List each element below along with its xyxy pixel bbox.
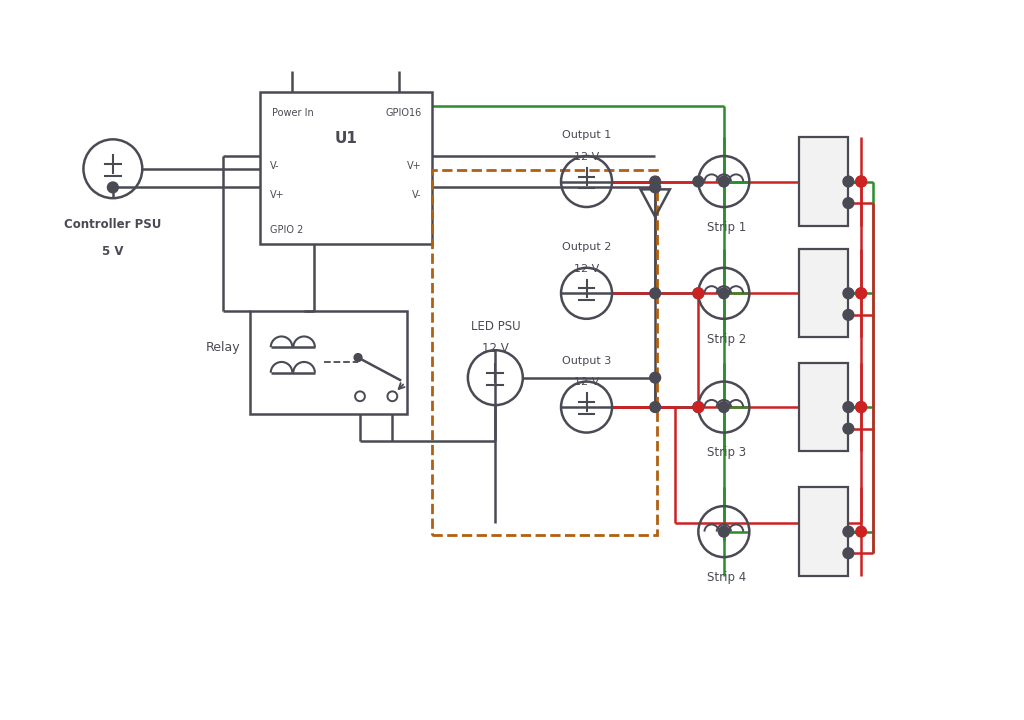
Circle shape [856,526,866,537]
Circle shape [856,402,866,413]
Circle shape [719,526,729,537]
Text: Controller PSU: Controller PSU [65,217,162,231]
Text: Output 2: Output 2 [562,242,611,252]
Circle shape [719,402,729,413]
Circle shape [693,402,703,413]
Circle shape [843,198,854,209]
Circle shape [650,372,660,383]
Circle shape [843,176,854,187]
Text: 12 V: 12 V [573,377,599,387]
Circle shape [856,288,866,299]
Text: Strip 2: Strip 2 [708,333,746,346]
FancyBboxPatch shape [800,249,848,338]
Text: LED PSU: LED PSU [470,320,520,333]
FancyBboxPatch shape [800,487,848,576]
Circle shape [856,176,866,187]
Circle shape [693,288,703,299]
Circle shape [693,288,703,299]
Text: Strip 1: Strip 1 [708,221,746,234]
Text: 12 V: 12 V [482,342,509,355]
Text: 12 V: 12 V [573,152,599,162]
Circle shape [650,402,660,413]
Text: Output 1: Output 1 [562,130,611,140]
Circle shape [856,402,866,413]
Text: V+: V+ [408,161,422,171]
Text: Output 3: Output 3 [562,356,611,366]
Circle shape [693,402,703,413]
FancyBboxPatch shape [800,138,848,225]
Circle shape [650,182,660,193]
Text: 12 V: 12 V [573,264,599,274]
Circle shape [650,288,660,299]
Circle shape [719,288,729,299]
Circle shape [650,176,660,187]
Text: V-: V- [269,161,280,171]
Text: GPIO16: GPIO16 [385,108,422,118]
Circle shape [354,354,361,361]
Circle shape [843,310,854,320]
Text: Strip 4: Strip 4 [708,571,746,584]
Circle shape [843,423,854,434]
Text: U1: U1 [334,132,357,146]
Text: V-: V- [413,190,422,200]
Text: Strip 3: Strip 3 [708,446,746,459]
FancyBboxPatch shape [800,363,848,451]
Circle shape [843,526,854,537]
Circle shape [843,402,854,413]
Circle shape [856,176,866,187]
Text: Relay: Relay [206,341,241,354]
Circle shape [108,182,118,193]
Text: V+: V+ [269,190,285,200]
Circle shape [843,288,854,299]
Text: 5 V: 5 V [102,246,124,258]
Circle shape [843,548,854,559]
Text: Power In: Power In [271,108,313,118]
Text: GPIO 2: GPIO 2 [269,225,303,235]
Circle shape [719,176,729,187]
Circle shape [856,288,866,299]
Circle shape [693,176,703,187]
